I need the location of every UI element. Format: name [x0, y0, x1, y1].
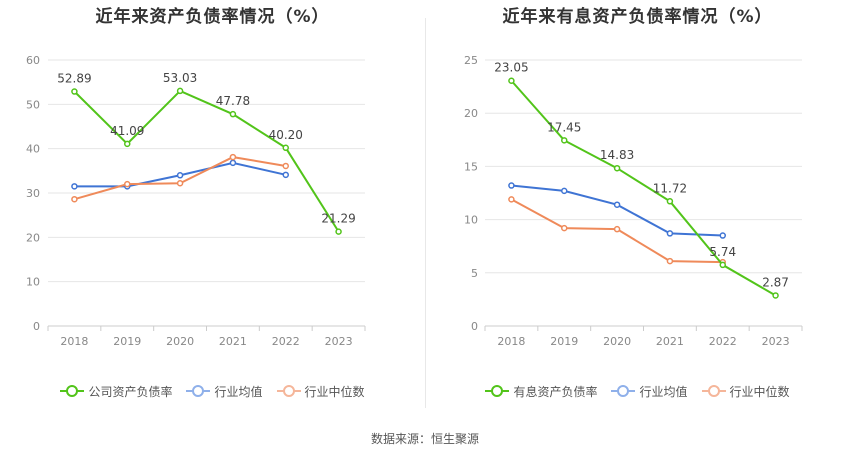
data-label: 41.09 [110, 124, 144, 138]
data-point [508, 182, 515, 189]
data-point [124, 140, 131, 148]
chart-legend: 有息资产负债率 行业均值 行业中位数 [425, 380, 850, 402]
y-tick-label: 10 [464, 214, 478, 227]
data-label: 23.05 [494, 61, 528, 75]
x-tick-label: 2022 [709, 335, 737, 348]
legend-label: 行业均值 [639, 384, 688, 399]
data-label: 14.83 [600, 148, 634, 162]
x-tick-label: 2021 [219, 335, 247, 348]
data-label: 17.45 [547, 120, 581, 134]
data-point [613, 225, 621, 233]
legend-line-icon [611, 385, 636, 397]
legend-label: 公司资产负债率 [88, 384, 173, 399]
y-tick-label: 0 [471, 320, 478, 333]
data-point [229, 110, 237, 118]
legend-label: 有息资产负债率 [513, 384, 598, 399]
legend-label: 行业中位数 [729, 384, 790, 399]
data-point [282, 144, 289, 152]
y-tick-label: 30 [26, 187, 40, 200]
data-point [71, 183, 78, 190]
legend-line-icon [276, 385, 301, 397]
chart-plot-area: 0 10 20 30 40 50 60 2018 2019 2020 2021 2022 2023 52.… [26, 54, 366, 348]
data-point [282, 162, 289, 170]
series-line [73, 89, 340, 233]
data-label: 40.20 [269, 128, 303, 142]
chart-plot-area: 0 5 10 15 20 25 2018 2019 2020 2021 2022 2023 23.05 1… [464, 54, 803, 348]
data-label: 52.89 [57, 72, 91, 86]
x-tick-label: 2019 [113, 335, 141, 348]
data-label: 21.29 [321, 212, 355, 226]
series-line [510, 80, 777, 297]
y-tick-label: 50 [26, 98, 40, 111]
data-point [719, 261, 726, 269]
y-tick-label: 20 [464, 107, 478, 120]
legend-item-industry-mean[interactable]: 行业均值 [186, 383, 263, 400]
data-point [666, 257, 674, 265]
data-point [613, 164, 621, 172]
data-label: 53.03 [163, 71, 197, 85]
data-point [561, 224, 568, 232]
y-tick-label: 15 [464, 160, 478, 173]
legend-item-company[interactable]: 公司资产负债率 [60, 383, 172, 400]
data-source-note: 数据来源：恒生聚源 [370, 432, 479, 446]
y-tick-label: 5 [471, 267, 478, 280]
y-tick-label: 40 [26, 143, 40, 156]
data-label: 5.74 [709, 245, 736, 259]
data-point [719, 232, 726, 239]
legend-line-icon [186, 385, 211, 397]
data-point [508, 77, 515, 84]
legend-item-industry-median[interactable]: 行业中位数 [276, 383, 365, 400]
data-point [613, 201, 621, 208]
x-tick-label: 2023 [762, 335, 790, 348]
data-point [176, 87, 184, 95]
chart-legend: 公司资产负债率 行业均值 行业中位数 [0, 380, 425, 402]
x-tick-label: 2020 [603, 335, 631, 348]
data-point [176, 179, 184, 187]
legend-label: 行业中位数 [304, 384, 365, 399]
data-point [229, 159, 237, 167]
data-point [561, 137, 568, 144]
data-point [282, 171, 289, 179]
y-tick-label: 25 [464, 54, 478, 67]
y-tick-label: 20 [26, 231, 40, 244]
data-point [508, 196, 515, 203]
y-tick-label: 0 [33, 320, 40, 333]
data-point [335, 228, 342, 235]
data-point [124, 180, 131, 188]
data-point [561, 187, 568, 195]
data-point [666, 198, 674, 205]
interest-bearing-liability-chart: 近年来有息资产负债率情况（%） 0 5 10 15 20 25 2018 2019 2020 20… [425, 0, 850, 420]
legend-label: 行业均值 [214, 384, 263, 399]
x-tick-label: 2023 [325, 335, 353, 348]
legend-item-industry-median[interactable]: 行业中位数 [701, 383, 790, 400]
data-label: 11.72 [653, 181, 687, 195]
x-tick-label: 2018 [60, 335, 88, 348]
x-tick-label: 2021 [656, 335, 684, 348]
y-tick-label: 60 [26, 54, 40, 67]
x-tick-label: 2022 [272, 335, 300, 348]
legend-line-icon [701, 385, 726, 397]
data-point [176, 172, 184, 179]
x-tick-label: 2019 [550, 335, 578, 348]
y-tick-label: 10 [26, 276, 40, 289]
legend-line-icon [485, 385, 510, 397]
panel-divider [425, 18, 426, 408]
data-point [71, 195, 78, 203]
data-label: 47.78 [216, 94, 250, 108]
data-point [71, 88, 78, 95]
asset-liability-chart: 近年来资产负债率情况（%） 0 10 20 30 40 50 60 2018 2019 2020 2… [0, 0, 425, 420]
x-tick-label: 2018 [497, 335, 525, 348]
chart-title: 近年来资产负债率情况（%） [95, 7, 330, 27]
x-tick-label: 2020 [166, 335, 194, 348]
data-point [229, 153, 237, 161]
legend-line-icon [60, 385, 85, 397]
legend-item-industry-mean[interactable]: 行业均值 [611, 383, 688, 400]
data-point [666, 230, 674, 237]
data-point [772, 292, 779, 299]
data-label: 2.87 [762, 275, 789, 289]
chart-title: 近年来有息资产负债率情况（%） [502, 7, 773, 27]
legend-item-company[interactable]: 有息资产负债率 [485, 383, 597, 400]
